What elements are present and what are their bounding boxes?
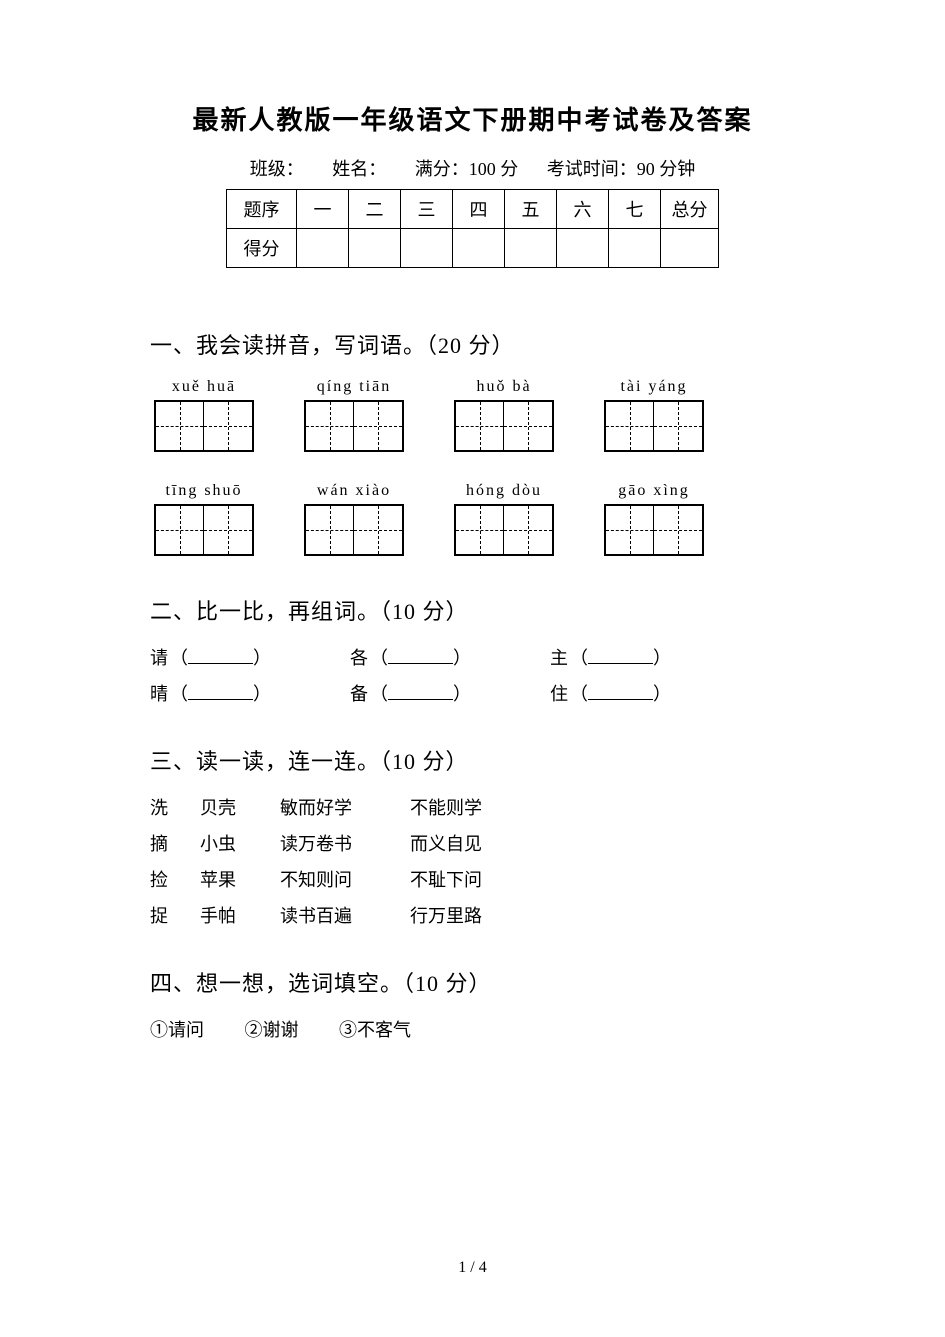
match-cell: 苹果: [200, 866, 260, 892]
time-label: 考试时间：90 分钟: [547, 159, 696, 179]
compare-item: 晴（）: [150, 680, 350, 706]
pinyin-label: qíng tiān: [317, 378, 391, 396]
col-total: 总分: [661, 190, 719, 229]
pinyin-label: huǒ bà: [476, 378, 531, 396]
pinyin-row-1: xuě huā qíng tiān huǒ bà tài yáng: [154, 378, 795, 452]
match-cell: 不耻下问: [410, 866, 530, 892]
doc-title: 最新人教版一年级语文下册期中考试卷及答案: [150, 100, 795, 137]
table-row: 题序 一 二 三 四 五 六 七 总分: [227, 190, 719, 229]
col-2: 二: [349, 190, 401, 229]
section2-heading: 二、比一比，再组词。（10 分）: [150, 594, 795, 626]
pinyin-label: xuě huā: [172, 378, 236, 396]
pinyin-block: hóng dòu: [454, 482, 554, 556]
match-cell: 手帕: [200, 902, 260, 928]
match-cell: 行万里路: [410, 902, 530, 928]
char: 各: [350, 644, 368, 670]
pinyin-label: hóng dòu: [466, 482, 542, 500]
match-cell: 捡: [150, 866, 180, 892]
fullscore-label: 满分：100 分: [415, 159, 519, 179]
blank-cell: [557, 229, 609, 268]
blank-cell: [505, 229, 557, 268]
match-cell: 贝壳: [200, 794, 260, 820]
tianzige-box: [304, 504, 404, 556]
pinyin-block: wán xiào: [304, 482, 404, 556]
blank: [188, 686, 253, 700]
pinyin-block: gāo xìng: [604, 482, 704, 556]
char: 住: [550, 680, 568, 706]
row2-label: 得分: [227, 229, 297, 268]
match-cell: 读万卷书: [280, 830, 390, 856]
option-2: ②谢谢: [245, 1020, 299, 1040]
compare-item: 备（）: [350, 680, 550, 706]
tianzige-box: [304, 400, 404, 452]
section3-heading: 三、读一读，连一连。（10 分）: [150, 744, 795, 776]
col-7: 七: [609, 190, 661, 229]
match-cell: 洗: [150, 794, 180, 820]
blank-cell: [661, 229, 719, 268]
options-line: ①请问 ②谢谢 ③不客气: [150, 1016, 795, 1042]
pinyin-block: tài yáng: [604, 378, 704, 452]
blank: [188, 650, 253, 664]
pinyin-label: wán xiào: [317, 482, 391, 500]
class-label: 班级：: [250, 159, 304, 179]
match-cell: 捉: [150, 902, 180, 928]
blank: [588, 650, 653, 664]
blank-cell: [453, 229, 505, 268]
col-5: 五: [505, 190, 557, 229]
pinyin-label: tīng shuō: [165, 482, 242, 500]
pinyin-label: tài yáng: [620, 378, 687, 396]
compare-item: 主（）: [550, 644, 750, 670]
blank-cell: [401, 229, 453, 268]
tianzige-box: [604, 400, 704, 452]
char: 备: [350, 680, 368, 706]
info-line: 班级： 姓名： 满分：100 分 考试时间：90 分钟: [150, 155, 795, 181]
option-1: ①请问: [150, 1020, 204, 1040]
name-label: 姓名：: [332, 159, 386, 179]
page-footer: 1 / 4: [0, 1259, 945, 1277]
section1-heading: 一、我会读拼音，写词语。（20 分）: [150, 328, 795, 360]
blank-cell: [297, 229, 349, 268]
col-6: 六: [557, 190, 609, 229]
score-table: 题序 一 二 三 四 五 六 七 总分 得分: [226, 189, 719, 268]
match-cell: 敏而好学: [280, 794, 390, 820]
compare-row-2: 晴（） 备（） 住（）: [150, 680, 795, 706]
char: 晴: [150, 680, 168, 706]
char: 请: [150, 644, 168, 670]
match-cell: 摘: [150, 830, 180, 856]
blank: [388, 686, 453, 700]
compare-item: 请（）: [150, 644, 350, 670]
tianzige-box: [454, 504, 554, 556]
match-cell: 而义自见: [410, 830, 530, 856]
pinyin-block: qíng tiān: [304, 378, 404, 452]
table-row: 得分: [227, 229, 719, 268]
tianzige-box: [604, 504, 704, 556]
match-cell: 不能则学: [410, 794, 530, 820]
row1-label: 题序: [227, 190, 297, 229]
col-1: 一: [297, 190, 349, 229]
compare-item: 各（）: [350, 644, 550, 670]
tianzige-box: [154, 504, 254, 556]
match-cell: 读书百遍: [280, 902, 390, 928]
match-cell: 小虫: [200, 830, 260, 856]
compare-row-1: 请（） 各（） 主（）: [150, 644, 795, 670]
pinyin-block: tīng shuō: [154, 482, 254, 556]
col-3: 三: [401, 190, 453, 229]
pinyin-label: gāo xìng: [618, 482, 690, 500]
char: 主: [550, 644, 568, 670]
option-3: ③不客气: [339, 1020, 411, 1040]
blank: [388, 650, 453, 664]
compare-item: 住（）: [550, 680, 750, 706]
match-grid: 洗 贝壳 敏而好学 不能则学 摘 小虫 读万卷书 而义自见 捡 苹果 不知则问 …: [150, 794, 795, 928]
pinyin-block: huǒ bà: [454, 378, 554, 452]
pinyin-row-2: tīng shuō wán xiào hóng dòu gāo xìng: [154, 482, 795, 556]
blank-cell: [609, 229, 661, 268]
col-4: 四: [453, 190, 505, 229]
tianzige-box: [154, 400, 254, 452]
section4-heading: 四、想一想，选词填空。（10 分）: [150, 966, 795, 998]
blank: [588, 686, 653, 700]
blank-cell: [349, 229, 401, 268]
tianzige-box: [454, 400, 554, 452]
match-cell: 不知则问: [280, 866, 390, 892]
pinyin-block: xuě huā: [154, 378, 254, 452]
